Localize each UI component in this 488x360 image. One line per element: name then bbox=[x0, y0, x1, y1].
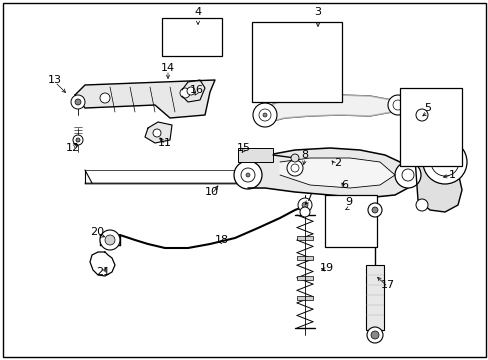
Circle shape bbox=[76, 138, 80, 142]
Circle shape bbox=[252, 103, 276, 127]
Text: 2: 2 bbox=[334, 158, 341, 168]
Circle shape bbox=[259, 109, 270, 121]
Polygon shape bbox=[280, 158, 394, 188]
Polygon shape bbox=[145, 122, 172, 143]
Circle shape bbox=[286, 160, 303, 176]
Circle shape bbox=[297, 198, 311, 212]
Circle shape bbox=[73, 135, 83, 145]
Polygon shape bbox=[75, 80, 215, 118]
Circle shape bbox=[394, 162, 420, 188]
Circle shape bbox=[180, 88, 190, 98]
Bar bbox=[399, 88, 461, 166]
Text: 1: 1 bbox=[447, 170, 454, 180]
Text: 4: 4 bbox=[194, 7, 201, 17]
Circle shape bbox=[153, 129, 161, 137]
Circle shape bbox=[370, 331, 378, 339]
Text: 16: 16 bbox=[190, 85, 203, 95]
Circle shape bbox=[234, 161, 262, 189]
Circle shape bbox=[241, 168, 254, 182]
Circle shape bbox=[387, 95, 407, 115]
Text: 5: 5 bbox=[424, 103, 430, 113]
Circle shape bbox=[302, 202, 307, 208]
Text: 7: 7 bbox=[305, 193, 312, 203]
Text: 8: 8 bbox=[301, 150, 308, 160]
Bar bbox=[365, 265, 383, 330]
Circle shape bbox=[100, 230, 120, 250]
Bar bbox=[296, 296, 312, 300]
Circle shape bbox=[105, 235, 115, 245]
Circle shape bbox=[299, 207, 309, 217]
Text: 12: 12 bbox=[66, 143, 80, 153]
Text: 18: 18 bbox=[215, 235, 228, 245]
Text: 15: 15 bbox=[237, 143, 250, 153]
Circle shape bbox=[245, 173, 249, 177]
Text: 14: 14 bbox=[161, 63, 175, 73]
Circle shape bbox=[75, 99, 81, 105]
Text: 13: 13 bbox=[48, 75, 62, 85]
Circle shape bbox=[290, 154, 298, 162]
Text: 6: 6 bbox=[341, 180, 348, 190]
Polygon shape bbox=[182, 80, 204, 102]
Bar bbox=[296, 256, 312, 260]
Bar bbox=[238, 148, 272, 162]
Bar bbox=[162, 18, 222, 56]
Circle shape bbox=[263, 113, 266, 117]
Bar bbox=[251, 22, 341, 102]
Text: 3: 3 bbox=[314, 7, 321, 17]
Text: 9: 9 bbox=[345, 197, 352, 207]
Text: 21: 21 bbox=[96, 267, 110, 277]
Bar bbox=[325, 195, 376, 247]
Circle shape bbox=[366, 327, 382, 343]
Polygon shape bbox=[264, 95, 397, 123]
Circle shape bbox=[415, 109, 427, 121]
Circle shape bbox=[415, 199, 427, 211]
Circle shape bbox=[430, 148, 458, 176]
Polygon shape bbox=[414, 105, 461, 212]
Circle shape bbox=[401, 169, 413, 181]
Bar bbox=[296, 276, 312, 280]
Circle shape bbox=[186, 87, 195, 95]
Text: 10: 10 bbox=[204, 187, 219, 197]
Circle shape bbox=[371, 207, 377, 213]
Text: 11: 11 bbox=[158, 138, 172, 148]
Circle shape bbox=[422, 140, 466, 184]
Text: 17: 17 bbox=[380, 280, 394, 290]
Circle shape bbox=[392, 100, 402, 110]
Bar bbox=[296, 236, 312, 240]
Text: 19: 19 bbox=[319, 263, 333, 273]
Circle shape bbox=[100, 93, 110, 103]
Polygon shape bbox=[247, 148, 409, 198]
Circle shape bbox=[367, 203, 381, 217]
Text: 20: 20 bbox=[90, 227, 104, 237]
Circle shape bbox=[71, 95, 85, 109]
Circle shape bbox=[290, 164, 298, 172]
